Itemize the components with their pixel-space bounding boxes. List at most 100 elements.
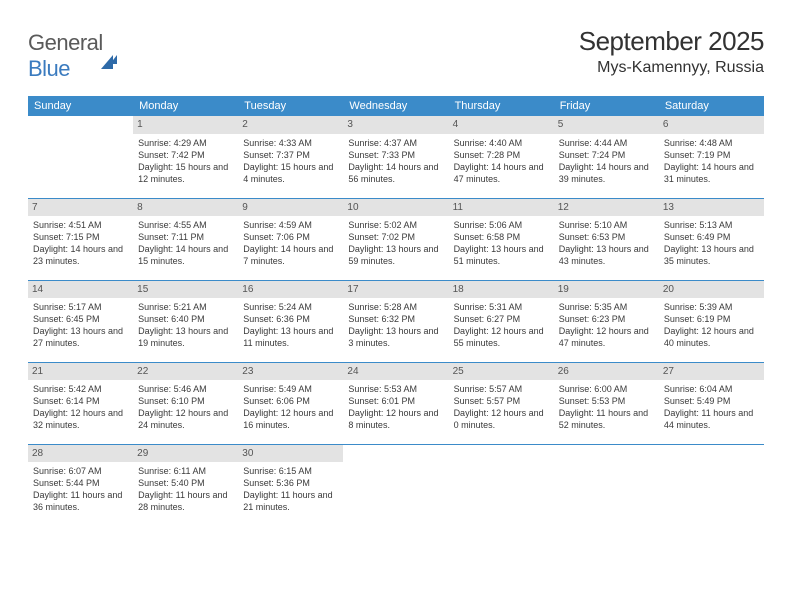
daylight-text: Daylight: 13 hours and 19 minutes. — [138, 325, 233, 349]
sunrise-text: Sunrise: 5:02 AM — [348, 219, 443, 231]
day-number: 8 — [133, 199, 238, 217]
sunset-text: Sunset: 5:53 PM — [559, 395, 654, 407]
day-number: 24 — [343, 363, 448, 381]
sunrise-text: Sunrise: 4:33 AM — [243, 137, 338, 149]
calendar-cell: 28Sunrise: 6:07 AMSunset: 5:44 PMDayligh… — [28, 444, 133, 526]
calendar-cell: 12Sunrise: 5:10 AMSunset: 6:53 PMDayligh… — [554, 198, 659, 280]
day-number: 18 — [449, 281, 554, 299]
sunset-text: Sunset: 7:28 PM — [454, 149, 549, 161]
sunset-text: Sunset: 7:42 PM — [138, 149, 233, 161]
daylight-text: Daylight: 13 hours and 27 minutes. — [33, 325, 128, 349]
daylight-text: Daylight: 14 hours and 15 minutes. — [138, 243, 233, 267]
sunrise-text: Sunrise: 4:40 AM — [454, 137, 549, 149]
calendar-cell: 5Sunrise: 4:44 AMSunset: 7:24 PMDaylight… — [554, 116, 659, 198]
daylight-text: Daylight: 14 hours and 7 minutes. — [243, 243, 338, 267]
sunset-text: Sunset: 6:40 PM — [138, 313, 233, 325]
daylight-text: Daylight: 15 hours and 12 minutes. — [138, 161, 233, 185]
daylight-text: Daylight: 11 hours and 44 minutes. — [664, 407, 759, 431]
calendar-cell: 7Sunrise: 4:51 AMSunset: 7:15 PMDaylight… — [28, 198, 133, 280]
day-number: 29 — [133, 445, 238, 463]
day-number: 10 — [343, 199, 448, 217]
sunset-text: Sunset: 6:23 PM — [559, 313, 654, 325]
daylight-text: Daylight: 12 hours and 47 minutes. — [559, 325, 654, 349]
day-number: 26 — [554, 363, 659, 381]
sunset-text: Sunset: 5:36 PM — [243, 477, 338, 489]
day-number: 25 — [449, 363, 554, 381]
sunrise-text: Sunrise: 5:13 AM — [664, 219, 759, 231]
logo-text-1: General — [28, 30, 103, 55]
daylight-text: Daylight: 11 hours and 36 minutes. — [33, 489, 128, 513]
day-number: 9 — [238, 199, 343, 217]
calendar-cell: 17Sunrise: 5:28 AMSunset: 6:32 PMDayligh… — [343, 280, 448, 362]
daylight-text: Daylight: 13 hours and 59 minutes. — [348, 243, 443, 267]
calendar-cell: 9Sunrise: 4:59 AMSunset: 7:06 PMDaylight… — [238, 198, 343, 280]
calendar-week-row: 14Sunrise: 5:17 AMSunset: 6:45 PMDayligh… — [28, 280, 764, 362]
day-number: 6 — [659, 116, 764, 134]
day-header: Sunday — [28, 96, 133, 116]
calendar-cell — [343, 444, 448, 526]
calendar-cell: 10Sunrise: 5:02 AMSunset: 7:02 PMDayligh… — [343, 198, 448, 280]
sunrise-text: Sunrise: 4:55 AM — [138, 219, 233, 231]
calendar-cell: 29 Sunrise: 6:11 AMSunset: 5:40 PMDayligh… — [133, 444, 238, 526]
calendar-cell: 3Sunrise: 4:37 AMSunset: 7:33 PMDaylight… — [343, 116, 448, 198]
sunset-text: Sunset: 6:58 PM — [454, 231, 549, 243]
day-header: Wednesday — [343, 96, 448, 116]
logo-text: General Blue — [28, 30, 117, 82]
sunset-text: Sunset: 7:24 PM — [559, 149, 654, 161]
day-header: Monday — [133, 96, 238, 116]
daylight-text: Daylight: 14 hours and 47 minutes. — [454, 161, 549, 185]
day-number: 27 — [659, 363, 764, 381]
daylight-text: Daylight: 11 hours and 28 minutes. — [138, 489, 233, 513]
day-header: Saturday — [659, 96, 764, 116]
calendar-week-row: 28Sunrise: 6:07 AMSunset: 5:44 PMDayligh… — [28, 444, 764, 526]
sunset-text: Sunset: 7:19 PM — [664, 149, 759, 161]
day-header: Thursday — [449, 96, 554, 116]
logo: General Blue — [28, 30, 117, 82]
daylight-text: Daylight: 13 hours and 35 minutes. — [664, 243, 759, 267]
sunrise-text: Sunrise: 6:04 AM — [664, 383, 759, 395]
daylight-text: Daylight: 12 hours and 0 minutes. — [454, 407, 549, 431]
day-number: 7 — [28, 199, 133, 217]
day-number: 23 — [238, 363, 343, 381]
sunset-text: Sunset: 5:49 PM — [664, 395, 759, 407]
calendar-cell: 22Sunrise: 5:46 AMSunset: 6:10 PMDayligh… — [133, 362, 238, 444]
daylight-text: Daylight: 12 hours and 40 minutes. — [664, 325, 759, 349]
daylight-text: Daylight: 13 hours and 3 minutes. — [348, 325, 443, 349]
sunset-text: Sunset: 6:10 PM — [138, 395, 233, 407]
calendar-cell: 27 Sunrise: 6:04 AMSunset: 5:49 PMDayligh… — [659, 362, 764, 444]
day-header: Tuesday — [238, 96, 343, 116]
sunrise-text: Sunrise: 4:37 AM — [348, 137, 443, 149]
calendar-cell: 13Sunrise: 5:13 AMSunset: 6:49 PMDayligh… — [659, 198, 764, 280]
sunrise-text: Sunrise: 5:35 AM — [559, 301, 654, 313]
daylight-text: Daylight: 12 hours and 16 minutes. — [243, 407, 338, 431]
sunrise-text: Sunrise: 5:31 AM — [454, 301, 549, 313]
day-number: 16 — [238, 281, 343, 299]
calendar-cell: 21Sunrise: 5:42 AMSunset: 6:14 PMDayligh… — [28, 362, 133, 444]
day-header: Friday — [554, 96, 659, 116]
daylight-text: Daylight: 13 hours and 51 minutes. — [454, 243, 549, 267]
sunset-text: Sunset: 7:11 PM — [138, 231, 233, 243]
daylight-text: Daylight: 12 hours and 8 minutes. — [348, 407, 443, 431]
calendar-week-row: 7Sunrise: 4:51 AMSunset: 7:15 PMDaylight… — [28, 198, 764, 280]
sunrise-text: Sunrise: 5:49 AM — [243, 383, 338, 395]
day-number: 15 — [133, 281, 238, 299]
calendar-cell: 18Sunrise: 5:31 AMSunset: 6:27 PMDayligh… — [449, 280, 554, 362]
daylight-text: Daylight: 13 hours and 11 minutes. — [243, 325, 338, 349]
daylight-text: Daylight: 12 hours and 55 minutes. — [454, 325, 549, 349]
sunset-text: Sunset: 6:01 PM — [348, 395, 443, 407]
daylight-text: Daylight: 11 hours and 21 minutes. — [243, 489, 338, 513]
calendar-week-row: 21Sunrise: 5:42 AMSunset: 6:14 PMDayligh… — [28, 362, 764, 444]
sunset-text: Sunset: 6:14 PM — [33, 395, 128, 407]
sunset-text: Sunset: 6:49 PM — [664, 231, 759, 243]
sunrise-text: Sunrise: 6:11 AM — [138, 465, 233, 477]
sunset-text: Sunset: 5:40 PM — [138, 477, 233, 489]
day-number: 17 — [343, 281, 448, 299]
sunset-text: Sunset: 7:33 PM — [348, 149, 443, 161]
calendar-week-row: 1Sunrise: 4:29 AMSunset: 7:42 PMDaylight… — [28, 116, 764, 198]
sunset-text: Sunset: 6:36 PM — [243, 313, 338, 325]
sunrise-text: Sunrise: 5:17 AM — [33, 301, 128, 313]
calendar-cell: 6Sunrise: 4:48 AMSunset: 7:19 PMDaylight… — [659, 116, 764, 198]
calendar-cell: 1Sunrise: 4:29 AMSunset: 7:42 PMDaylight… — [133, 116, 238, 198]
calendar-cell — [28, 116, 133, 198]
sunrise-text: Sunrise: 4:44 AM — [559, 137, 654, 149]
